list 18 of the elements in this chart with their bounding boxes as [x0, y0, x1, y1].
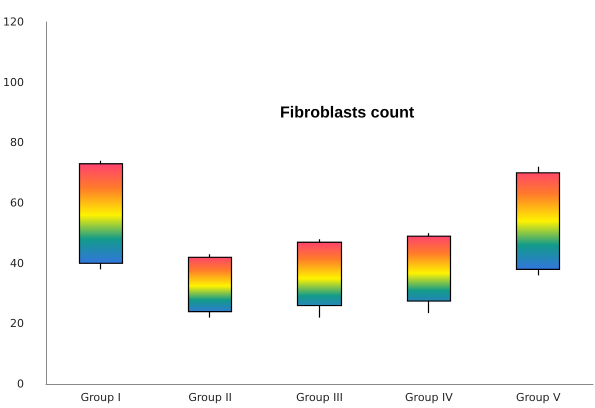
- y-tick-label: 20: [10, 317, 24, 330]
- x-tick-label: Group V: [516, 391, 562, 404]
- y-tick-label: 100: [2, 76, 24, 89]
- candlestick: [296, 238, 342, 318]
- x-tick-label: Group I: [80, 391, 121, 404]
- y-tick-label: 40: [10, 256, 24, 270]
- x-tick-label: Group II: [188, 391, 232, 404]
- text: Fibroblasts count: [280, 104, 415, 122]
- x-tick-label: Group IV: [405, 391, 454, 404]
- candlestick: [516, 166, 560, 276]
- y-tick-label: 120: [2, 16, 24, 28]
- candlestick: [188, 254, 232, 318]
- y-tick-label: 80: [10, 136, 24, 150]
- candlestick: [406, 232, 452, 314]
- candlestick: [78, 160, 124, 270]
- y-tick-label: 60: [10, 196, 24, 210]
- x-tick-label: Group III: [296, 391, 343, 404]
- y-tick-label: 0: [16, 378, 24, 390]
